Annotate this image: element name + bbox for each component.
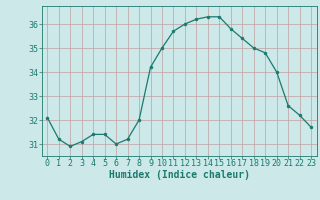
- X-axis label: Humidex (Indice chaleur): Humidex (Indice chaleur): [109, 170, 250, 180]
